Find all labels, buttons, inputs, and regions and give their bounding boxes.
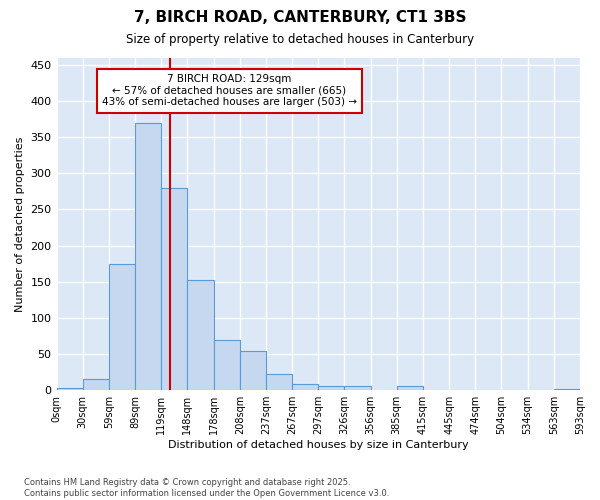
Bar xyxy=(318,386,344,390)
Bar xyxy=(266,374,292,390)
Bar xyxy=(344,386,371,390)
Text: 7 BIRCH ROAD: 129sqm
← 57% of detached houses are smaller (665)
43% of semi-deta: 7 BIRCH ROAD: 129sqm ← 57% of detached h… xyxy=(102,74,357,108)
Bar xyxy=(109,264,135,390)
Text: Size of property relative to detached houses in Canterbury: Size of property relative to detached ho… xyxy=(126,32,474,46)
Bar xyxy=(240,351,266,390)
Bar xyxy=(292,384,318,390)
Text: 7, BIRCH ROAD, CANTERBURY, CT1 3BS: 7, BIRCH ROAD, CANTERBURY, CT1 3BS xyxy=(134,10,466,25)
Bar xyxy=(397,386,423,390)
Bar xyxy=(83,380,109,390)
Text: Contains HM Land Registry data © Crown copyright and database right 2025.
Contai: Contains HM Land Registry data © Crown c… xyxy=(24,478,389,498)
Bar xyxy=(554,389,580,390)
X-axis label: Distribution of detached houses by size in Canterbury: Distribution of detached houses by size … xyxy=(168,440,469,450)
Y-axis label: Number of detached properties: Number of detached properties xyxy=(15,136,25,312)
Bar xyxy=(214,340,240,390)
Bar xyxy=(187,280,214,390)
Bar xyxy=(56,388,83,390)
Bar xyxy=(161,188,187,390)
Bar xyxy=(135,122,161,390)
